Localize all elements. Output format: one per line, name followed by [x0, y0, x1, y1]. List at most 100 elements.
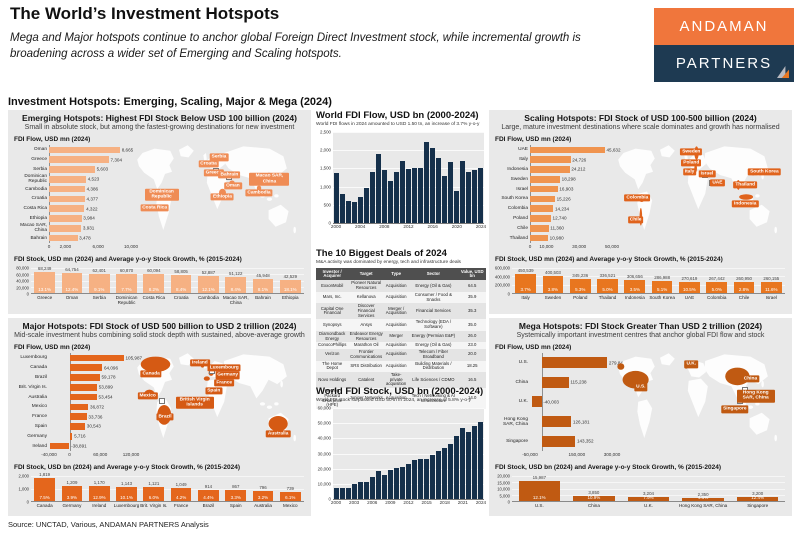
- category-label: Bahrain: [30, 235, 47, 241]
- value-label: 914: [204, 483, 213, 489]
- hbar-row: Cambodia 4,386: [13, 184, 131, 194]
- year-bar: [346, 487, 351, 499]
- year-bar: [394, 172, 399, 223]
- value-label: 59,178: [101, 374, 116, 380]
- axis-tick-label: -40,000: [41, 452, 57, 457]
- value-label: 739: [286, 485, 294, 491]
- bar-track: 105,987: [49, 353, 142, 363]
- category-label: Israel: [765, 295, 777, 300]
- hbar-row: Luxembourg 105,987: [13, 353, 142, 363]
- growth-label: 8.4%: [230, 286, 241, 292]
- map-country-label: Indonesia: [732, 199, 759, 208]
- emerging-map: Dominican Republic Costa Rica Croatia Serbi…: [132, 142, 306, 252]
- value-label: 24,212: [571, 166, 586, 172]
- deal-cell: Ansys: [348, 319, 384, 331]
- value-label: 64,096: [103, 365, 119, 371]
- value-label: -38,891: [71, 443, 87, 449]
- hbar-row: Colombia 14,234: [494, 203, 612, 214]
- x-axis: 0 2,000 6,000 10,000: [48, 244, 138, 251]
- y-tick-label: 20,000: [497, 473, 510, 479]
- gridline: [333, 438, 484, 440]
- category-label: South Korea: [649, 295, 675, 300]
- plot-area: 7.5% 1,819 3.9% 1,209 12.9% 1,170 10.1% 1,143 6.…: [13, 472, 306, 505]
- deals-table: Investor / Acquirer Target Type Sector Value…: [316, 268, 486, 409]
- bar: 13.1%: [34, 271, 55, 293]
- bar-cell: 10.9% 3,850: [567, 476, 622, 501]
- category-label: Macao SAR, China: [20, 223, 47, 234]
- highlighted-country: [203, 376, 210, 381]
- year-bar: [334, 172, 339, 223]
- hbar-rows: Luxembourg 105,987 Canada 64,096 Brazil 59,17…: [13, 353, 142, 451]
- category-label: Ireland: [32, 443, 47, 449]
- logo-andaman-block: ANDAMAN: [654, 8, 794, 45]
- category-label: Australia: [254, 503, 272, 508]
- map-country-label: Germany: [215, 371, 241, 379]
- year-bar: [478, 168, 483, 223]
- category-label: Oman: [33, 147, 47, 153]
- bar: [69, 354, 124, 362]
- bar: [541, 416, 572, 428]
- panel-major-hotspots: Major Hotspots: FDI Stock of USD 500 bil…: [8, 318, 311, 516]
- bar: 5.1%: [651, 281, 673, 293]
- page-title: The World’s Investment Hotspots: [10, 4, 280, 23]
- y-tick-label: 10,000: [317, 481, 331, 487]
- gridline: [512, 494, 785, 496]
- bar: 8.1%: [252, 278, 274, 293]
- x-tick-label: 2021: [457, 500, 468, 505]
- deal-cell: Financial Services: [408, 303, 459, 320]
- category-label: Croatia: [31, 196, 47, 202]
- bar: [530, 185, 558, 193]
- gridline: [333, 132, 484, 133]
- hbar-row: Chile 11,360: [494, 223, 612, 234]
- y-tick-label: 40,000: [16, 278, 29, 284]
- deal-cell: Frontier Communications: [348, 349, 384, 361]
- bar: [49, 224, 82, 232]
- category-label: U.S.: [518, 360, 528, 366]
- map-country-label: Hong Kong SAR, China: [736, 389, 775, 403]
- value-label: 62,401: [92, 267, 106, 273]
- growth-label: 7.7%: [121, 286, 132, 292]
- scaling-stock-chart-title: FDI Stock, USD mn (2024) and Average y-o…: [495, 256, 723, 263]
- map-country-label: Australia: [265, 429, 291, 438]
- bar-track: 64,096: [49, 362, 131, 373]
- year-bar: [448, 162, 453, 223]
- category-label: Indonesia: [507, 166, 528, 172]
- map-country-label: Serbia: [209, 153, 229, 162]
- bar: 4.2%: [170, 487, 192, 501]
- major-flow-chart: Luxembourg 105,987 Canada 64,096 Brazil 59,17…: [13, 353, 142, 459]
- gridline: [31, 488, 304, 490]
- year-bar: [436, 157, 441, 223]
- x-tick-label: 2016: [427, 224, 438, 229]
- bar: [49, 185, 85, 193]
- category-label: Brazil: [202, 503, 215, 508]
- year-bar: [406, 169, 411, 223]
- category-label: Thailand: [509, 235, 528, 241]
- year-bar: [412, 460, 417, 499]
- bar: [530, 156, 571, 164]
- bars: 7.5% 1,819 3.9% 1,209 12.9% 1,170 10.1% 1,143 6.…: [31, 472, 304, 501]
- value-label: 345,236: [572, 272, 589, 278]
- category-label: Hong Kong SAR, China: [678, 503, 728, 508]
- mega-title: Mega Hotspots: FDI Stock Greater Than US…: [518, 321, 763, 331]
- bar: [69, 423, 86, 430]
- deal-cell: 35.9: [458, 291, 486, 304]
- bar: 10.9%: [573, 495, 615, 501]
- x-axis: -40,000 0 60,000 120,000: [41, 452, 139, 459]
- emerging-title: Emerging Hotspots: Highest FDI Stock Bel…: [22, 113, 297, 123]
- category-label: Costa Rica: [142, 295, 166, 300]
- panel-emerging-hotspots: Emerging Hotspots: Highest FDI Stock Bel…: [8, 110, 311, 314]
- table-header-cell: Investor / Acquirer: [316, 268, 349, 281]
- deal-cell: 18.25: [458, 360, 486, 372]
- growth-label: 8.4%: [175, 286, 187, 292]
- bar-track: 10,980: [530, 233, 612, 243]
- deal-cell: Take-private acquisition: [383, 371, 409, 389]
- year-bar: [418, 168, 423, 223]
- growth-label: 7.5%: [39, 494, 50, 500]
- year-bar: [412, 167, 417, 223]
- plot-area: 0 500 1,000 1,500 2,000 2,500 2000 2004 2008 2012…: [320, 130, 486, 230]
- category-label: Chile: [517, 225, 528, 231]
- emerging-stock-chart-title: FDI Stock, USD mn (2024) and Average y-o…: [14, 256, 242, 263]
- value-label: 16,903: [559, 186, 574, 192]
- growth-label: 12.1%: [532, 494, 546, 500]
- bar-track: 18,298: [530, 174, 612, 185]
